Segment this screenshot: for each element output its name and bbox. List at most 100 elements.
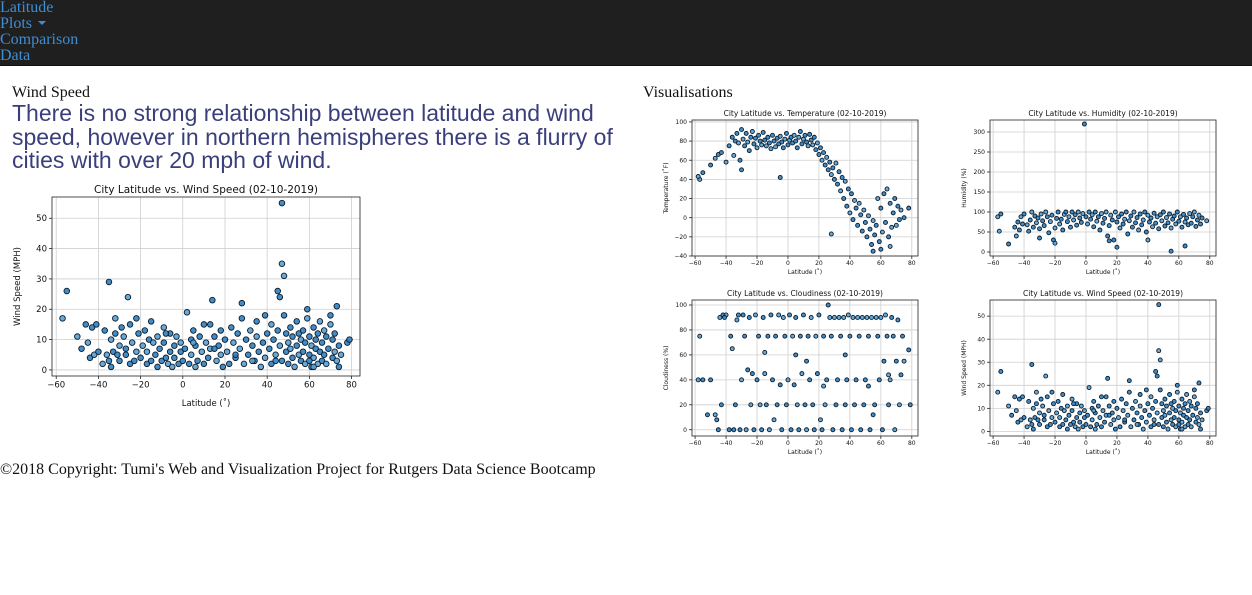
data-point (1198, 221, 1203, 227)
data-point (1148, 424, 1154, 430)
data-point (318, 339, 326, 346)
data-point (238, 299, 246, 307)
y-tick-label: 40 (679, 176, 687, 183)
chart-title: City Latitude vs. Wind Speed (02-10-2019… (94, 184, 318, 196)
data-point (765, 134, 771, 140)
nav-link-comparison[interactable]: Comparison (0, 31, 79, 48)
data-point (1153, 220, 1159, 226)
data-point (791, 132, 797, 138)
data-point (831, 176, 837, 182)
data-point (154, 363, 161, 371)
data-point (268, 360, 275, 368)
data-point (853, 377, 859, 383)
data-point (1164, 419, 1169, 425)
data-point (1187, 417, 1193, 423)
data-point (811, 427, 817, 433)
data-point (166, 348, 174, 355)
x-tick-label: 60 (877, 260, 885, 267)
data-point (1066, 412, 1072, 418)
data-point (876, 377, 882, 383)
data-point (196, 333, 203, 340)
y-tick-label: 10 (977, 405, 985, 412)
data-point (1077, 410, 1083, 416)
caret-down-icon (38, 21, 47, 25)
data-point (1119, 211, 1125, 217)
data-point (1047, 422, 1053, 427)
data-point (322, 333, 330, 340)
data-point (1029, 209, 1035, 215)
wind-speed-small-chart-svg: City Latitude vs. Wind Speed (02-10-2019… (961, 289, 1217, 456)
nav-link-plots[interactable]: Plots (0, 16, 1252, 32)
data-point (1080, 211, 1086, 217)
y-tick-label: 60 (679, 352, 687, 359)
data-point (835, 377, 840, 383)
data-point (777, 382, 783, 388)
nav-link-plots-label: Plots (0, 15, 33, 32)
data-point (217, 351, 225, 359)
data-point (318, 357, 326, 365)
data-point (700, 377, 706, 383)
data-point (884, 186, 890, 192)
data-point (1196, 380, 1202, 386)
y-tick-label: −20 (674, 234, 687, 241)
data-point (1049, 415, 1055, 421)
x-tick-label: −20 (132, 381, 150, 391)
data-point (1066, 214, 1072, 220)
data-point (731, 152, 737, 158)
data-point (1191, 394, 1197, 400)
data-point (782, 333, 788, 339)
data-point (293, 318, 300, 325)
data-point (128, 339, 136, 346)
data-point (263, 330, 271, 337)
nav-link-latitude[interactable]: Latitude (0, 0, 54, 16)
data-point (1033, 401, 1039, 407)
data-point (162, 354, 170, 362)
data-point (346, 336, 353, 343)
data-point (861, 402, 867, 408)
data-point (847, 333, 853, 339)
data-point (187, 351, 195, 359)
data-point (739, 377, 744, 383)
data-point (745, 139, 751, 145)
data-point (1029, 422, 1035, 427)
data-point (1205, 405, 1211, 411)
data-point (116, 357, 123, 365)
data-point (816, 312, 822, 318)
data-point (759, 427, 765, 433)
data-point (1037, 410, 1042, 416)
data-point (1051, 401, 1056, 407)
data-point (814, 140, 820, 146)
data-point (896, 402, 902, 408)
data-point (1071, 217, 1077, 223)
x-tick-label: −20 (1049, 260, 1062, 267)
data-point (783, 130, 789, 136)
data-point (1046, 230, 1052, 236)
data-point (1026, 228, 1032, 234)
y-tick-label: 50 (977, 229, 985, 236)
data-point (160, 324, 168, 331)
lead-paragraph: There is no strong relationship between … (12, 100, 613, 173)
data-point (996, 228, 1002, 234)
y-tick-label: 250 (974, 149, 986, 156)
data-point (763, 143, 769, 149)
data-point (998, 211, 1004, 217)
data-point (1054, 215, 1060, 221)
data-point (1109, 217, 1115, 223)
data-point (906, 347, 912, 353)
data-point (1160, 424, 1166, 430)
nav-link-data[interactable]: Data (0, 47, 31, 64)
data-point (304, 315, 311, 322)
data-point (1185, 408, 1191, 414)
data-point (293, 342, 300, 349)
data-point (141, 327, 149, 334)
data-point (1187, 398, 1193, 404)
data-point (824, 377, 830, 383)
y-tick-label: 0 (683, 215, 687, 222)
data-point (833, 402, 839, 408)
data-point (866, 333, 871, 339)
data-point (278, 260, 286, 267)
data-point (1190, 214, 1196, 220)
data-point (1181, 405, 1186, 411)
data-point (1182, 424, 1188, 430)
y-tick-label: 30 (977, 359, 985, 366)
